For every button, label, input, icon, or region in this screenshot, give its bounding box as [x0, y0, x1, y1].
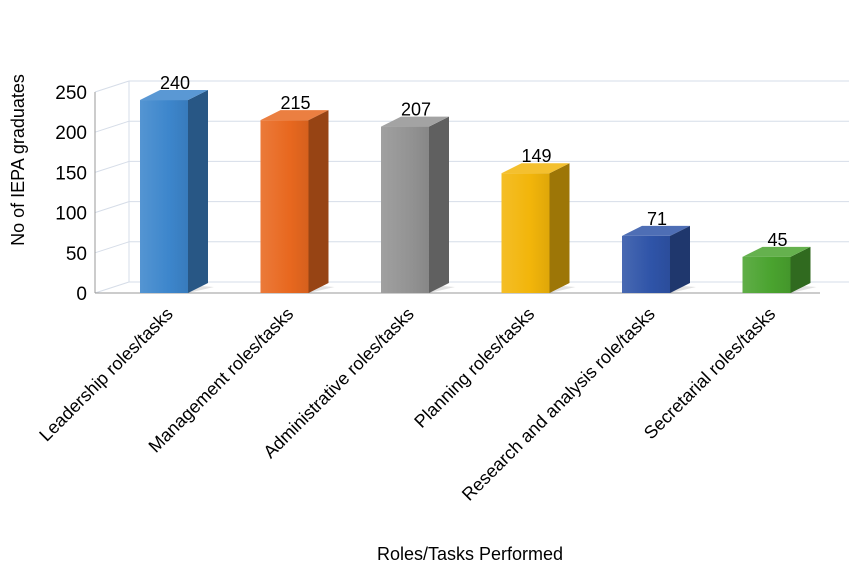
data-label: 71	[647, 209, 667, 229]
bar	[742, 246, 817, 293]
data-labels: 240 215 207 149 71 45	[160, 73, 788, 250]
gridline-depth	[94, 201, 130, 214]
data-label: 207	[401, 100, 431, 120]
bar	[260, 110, 335, 293]
data-label: 45	[767, 230, 787, 250]
bar-front	[140, 100, 188, 293]
axes	[94, 92, 820, 294]
bar	[381, 116, 455, 294]
gridline-depth	[94, 120, 130, 133]
bar-side	[188, 90, 208, 293]
gridline-depth	[94, 160, 130, 173]
data-label: 240	[160, 73, 190, 93]
bar-side	[670, 225, 690, 293]
bar-side	[549, 163, 570, 293]
bar-front	[742, 256, 791, 293]
y-tick-label: 250	[55, 83, 87, 104]
y-tick-labels: 0 50 100 150 200 250	[55, 83, 87, 305]
bar-top	[381, 116, 449, 127]
bar	[501, 163, 576, 293]
category-label: Planning roles/tasks	[410, 304, 538, 432]
bar-side	[429, 116, 449, 294]
bar-front	[260, 120, 309, 293]
bar-top	[742, 246, 811, 257]
y-tick-label: 50	[66, 244, 87, 265]
bars	[140, 90, 817, 294]
y-tick-label: 200	[55, 123, 87, 144]
bar-side	[308, 110, 329, 293]
bar-top	[260, 110, 329, 121]
bar-top	[501, 163, 570, 174]
gridline-depth	[94, 281, 130, 294]
x-axis-title: Roles/Tasks Performed	[377, 544, 563, 564]
data-label: 215	[280, 93, 310, 113]
gridline-depth	[94, 80, 130, 93]
bar-front	[501, 173, 550, 293]
bar	[622, 225, 696, 293]
bar-side	[790, 246, 811, 293]
y-tick-label: 150	[55, 163, 87, 184]
bar-front	[381, 126, 429, 294]
bar-top	[622, 225, 690, 236]
category-label: Leadership roles/tasks	[35, 304, 176, 445]
bar-top	[140, 90, 208, 101]
y-axis-title: No of IEPA graduates	[8, 74, 28, 246]
category-label: Research and analysis role/tasks	[458, 304, 659, 505]
y-tick-label: 100	[55, 204, 87, 225]
category-label: Secretarial roles/tasks	[640, 304, 779, 443]
bar-front	[622, 235, 670, 293]
bar	[140, 90, 214, 293]
data-label: 149	[521, 146, 551, 166]
y-tick-label: 0	[76, 284, 87, 305]
grid	[94, 80, 849, 294]
gridline-depth	[94, 241, 130, 254]
